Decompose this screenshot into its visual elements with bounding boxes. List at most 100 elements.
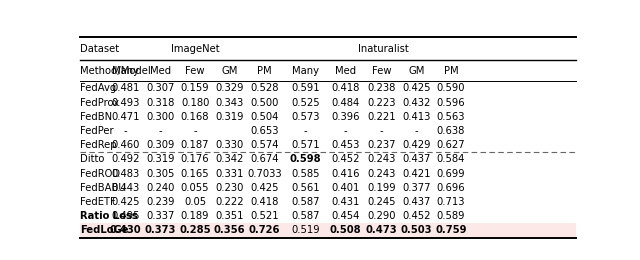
Text: 0.413: 0.413 [402, 112, 431, 122]
Text: 0.319: 0.319 [216, 112, 244, 122]
Text: 0.674: 0.674 [250, 154, 279, 164]
Text: 0.431: 0.431 [331, 197, 360, 207]
Text: 0.222: 0.222 [216, 197, 244, 207]
Text: Ditto: Ditto [80, 154, 104, 164]
Text: 0.319: 0.319 [146, 154, 175, 164]
Text: -: - [380, 126, 383, 136]
Text: 0.159: 0.159 [180, 83, 209, 93]
Text: 0.525: 0.525 [291, 98, 320, 108]
Text: FedBN: FedBN [80, 112, 112, 122]
Text: GM: GM [221, 66, 238, 76]
Text: 0.504: 0.504 [250, 112, 278, 122]
Text: 0.396: 0.396 [331, 112, 360, 122]
Text: Inaturalist: Inaturalist [358, 44, 409, 54]
Text: 0.493: 0.493 [111, 98, 140, 108]
Text: 0.508: 0.508 [330, 225, 361, 236]
Text: 0.342: 0.342 [216, 154, 244, 164]
Text: 0.519: 0.519 [291, 225, 320, 236]
Text: 0.307: 0.307 [146, 83, 175, 93]
Text: FedROD: FedROD [80, 169, 120, 179]
Text: 0.425: 0.425 [250, 183, 279, 193]
Text: 0.290: 0.290 [367, 211, 396, 221]
Text: 0.285: 0.285 [179, 225, 211, 236]
Text: 0.713: 0.713 [436, 197, 465, 207]
Text: 0.759: 0.759 [435, 225, 467, 236]
Text: 0.699: 0.699 [436, 169, 465, 179]
Text: 0.373: 0.373 [145, 225, 176, 236]
Text: 0.587: 0.587 [291, 211, 320, 221]
Text: 0.180: 0.180 [181, 98, 209, 108]
Text: 0.528: 0.528 [250, 83, 279, 93]
Text: 0.432: 0.432 [402, 98, 431, 108]
Text: 0.7033: 0.7033 [247, 169, 282, 179]
Text: 0.495: 0.495 [111, 211, 140, 221]
Text: 0.416: 0.416 [331, 169, 360, 179]
Text: 0.199: 0.199 [367, 183, 396, 193]
Text: 0.437: 0.437 [402, 154, 431, 164]
Text: 0.571: 0.571 [291, 140, 320, 150]
Text: FedRep: FedRep [80, 140, 116, 150]
Text: 0.318: 0.318 [146, 98, 175, 108]
Text: 0.309: 0.309 [146, 140, 175, 150]
Text: Med: Med [150, 66, 171, 76]
Text: 0.187: 0.187 [181, 140, 209, 150]
Text: 0.590: 0.590 [436, 83, 465, 93]
Text: 0.587: 0.587 [291, 197, 320, 207]
Text: 0.596: 0.596 [436, 98, 465, 108]
Text: Med: Med [335, 66, 356, 76]
Text: 0.638: 0.638 [437, 126, 465, 136]
Text: 0.330: 0.330 [216, 140, 244, 150]
Text: 0.238: 0.238 [367, 83, 396, 93]
Text: 0.521: 0.521 [250, 211, 279, 221]
Text: Many: Many [112, 66, 139, 76]
Text: 0.243: 0.243 [367, 169, 396, 179]
Text: 0.460: 0.460 [111, 140, 140, 150]
Text: FedETF: FedETF [80, 197, 116, 207]
Text: 0.401: 0.401 [331, 183, 360, 193]
Text: 0.230: 0.230 [216, 183, 244, 193]
Text: 0.240: 0.240 [146, 183, 175, 193]
Text: 0.563: 0.563 [436, 112, 465, 122]
Text: 0.589: 0.589 [436, 211, 465, 221]
Text: 0.418: 0.418 [250, 197, 278, 207]
Text: 0.331: 0.331 [216, 169, 244, 179]
Text: 0.726: 0.726 [249, 225, 280, 236]
Text: Ratio Loss: Ratio Loss [80, 211, 138, 221]
Text: 0.237: 0.237 [367, 140, 396, 150]
Text: 0.473: 0.473 [365, 225, 397, 236]
Text: -: - [124, 126, 127, 136]
Text: 0.437: 0.437 [402, 197, 431, 207]
Text: PM: PM [257, 66, 272, 76]
Text: 0.351: 0.351 [216, 211, 244, 221]
Text: FedLoGe: FedLoGe [80, 225, 129, 236]
Text: 0.591: 0.591 [291, 83, 320, 93]
Text: -: - [415, 126, 418, 136]
Text: 0.653: 0.653 [250, 126, 279, 136]
Text: FedProx: FedProx [80, 98, 119, 108]
Text: 0.343: 0.343 [216, 98, 244, 108]
Text: -: - [304, 126, 307, 136]
Text: 0.168: 0.168 [181, 112, 209, 122]
Text: 0.055: 0.055 [181, 183, 209, 193]
Text: 0.165: 0.165 [180, 169, 209, 179]
Text: 0.189: 0.189 [181, 211, 209, 221]
Text: FedPer: FedPer [80, 126, 114, 136]
Text: 0.421: 0.421 [402, 169, 431, 179]
Text: Many: Many [292, 66, 319, 76]
Text: 0.176: 0.176 [180, 154, 209, 164]
Text: 0.500: 0.500 [250, 98, 278, 108]
Text: 0.453: 0.453 [331, 140, 360, 150]
Text: 0.243: 0.243 [367, 154, 396, 164]
Text: 0.223: 0.223 [367, 98, 396, 108]
Text: 0.696: 0.696 [436, 183, 465, 193]
Text: 0.585: 0.585 [291, 169, 320, 179]
Text: 0.430: 0.430 [110, 225, 141, 236]
Text: 0.245: 0.245 [367, 197, 396, 207]
Text: PM: PM [444, 66, 458, 76]
Text: 0.452: 0.452 [331, 154, 360, 164]
Text: 0.418: 0.418 [331, 83, 360, 93]
Text: 0.503: 0.503 [401, 225, 432, 236]
Text: Method/Model: Method/Model [80, 66, 151, 76]
Text: -: - [193, 126, 197, 136]
Text: 0.627: 0.627 [436, 140, 465, 150]
